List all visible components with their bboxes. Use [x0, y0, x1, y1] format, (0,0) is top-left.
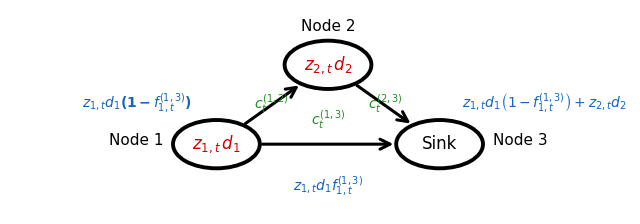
- Text: Node 3: Node 3: [493, 133, 548, 148]
- Ellipse shape: [396, 120, 483, 168]
- Text: $c_t^{(1,3)}$: $c_t^{(1,3)}$: [311, 109, 345, 131]
- Text: $z_{1,t}d_1\left(1 - f_{1,t}^{(1,3)}\right) + z_{2,t}d_2$: $z_{1,t}d_1\left(1 - f_{1,t}^{(1,3)}\rig…: [462, 92, 627, 115]
- Ellipse shape: [285, 41, 371, 89]
- Text: $c_t^{(1,2)}$: $c_t^{(1,2)}$: [254, 93, 288, 115]
- Text: $z_{1,t}\, d_1$: $z_{1,t}\, d_1$: [192, 133, 241, 155]
- Text: $z_{1,t}d_1 f_{1,t}^{(1,3)}$: $z_{1,t}d_1 f_{1,t}^{(1,3)}$: [293, 175, 363, 198]
- Text: Sink: Sink: [422, 135, 458, 153]
- Text: Node 1: Node 1: [109, 133, 163, 148]
- Text: Node 2: Node 2: [301, 19, 355, 34]
- Text: $z_{2,t}\, d_2$: $z_{2,t}\, d_2$: [303, 54, 353, 76]
- Ellipse shape: [173, 120, 260, 168]
- Text: $z_{1,t}d_1\mathbf{(1 - }f_{1,t}^{(1,3)}\mathbf{)}$: $z_{1,t}d_1\mathbf{(1 - }f_{1,t}^{(1,3)}…: [83, 92, 192, 115]
- Text: $c_t^{(2,3)}$: $c_t^{(2,3)}$: [368, 93, 402, 115]
